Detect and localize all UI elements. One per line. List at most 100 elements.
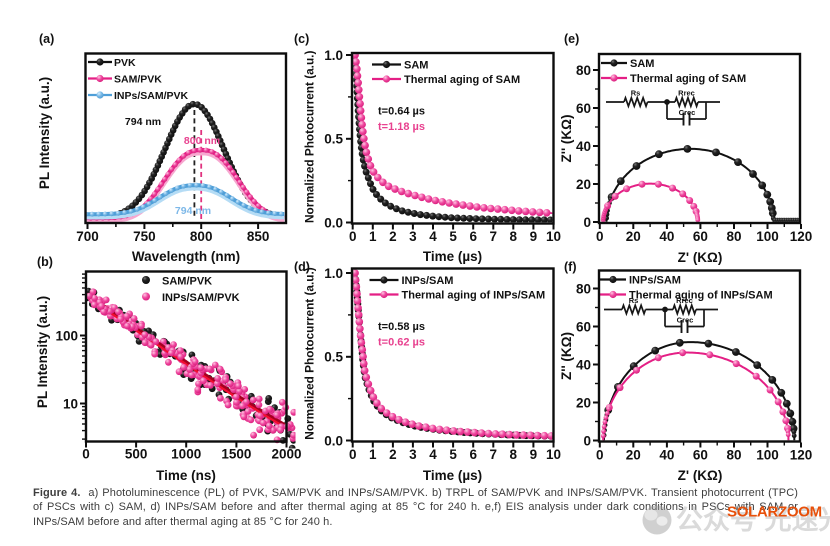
svg-text:1.0: 1.0	[324, 48, 343, 63]
svg-text:500: 500	[125, 447, 148, 462]
svg-text:750: 750	[133, 229, 156, 244]
svg-text:0: 0	[349, 447, 357, 462]
svg-text:60: 60	[576, 101, 591, 116]
svg-text:t=0.64 µs: t=0.64 µs	[378, 106, 425, 118]
svg-text:6: 6	[469, 229, 477, 244]
svg-text:0: 0	[583, 215, 591, 230]
svg-text:Time (µs): Time (µs)	[423, 249, 482, 264]
svg-text:Time (µs): Time (µs)	[423, 468, 482, 483]
svg-text:80: 80	[576, 281, 591, 296]
svg-text:20: 20	[576, 395, 591, 410]
svg-text:800 nm: 800 nm	[184, 135, 220, 147]
svg-text:850: 850	[247, 229, 270, 244]
svg-text:1000: 1000	[171, 447, 201, 462]
svg-text:0: 0	[349, 229, 357, 244]
svg-text:40: 40	[576, 139, 591, 154]
svg-text:0: 0	[596, 448, 604, 463]
svg-text:(b): (b)	[37, 255, 53, 269]
svg-text:10: 10	[63, 396, 78, 411]
svg-text:40: 40	[659, 229, 674, 244]
svg-text:(c): (c)	[294, 32, 309, 46]
svg-text:80: 80	[576, 63, 591, 78]
svg-text:Rrec: Rrec	[678, 89, 695, 98]
svg-text:10: 10	[546, 447, 561, 462]
svg-text:4: 4	[429, 447, 437, 462]
svg-text:(e): (e)	[564, 32, 579, 46]
svg-text:1: 1	[369, 447, 377, 462]
svg-text:公众号 光速光伏: 公众号 光速光伏	[676, 505, 830, 535]
svg-text:794 nm: 794 nm	[175, 205, 211, 217]
svg-text:5: 5	[449, 447, 457, 462]
svg-text:120: 120	[790, 229, 813, 244]
svg-text:PL Intensity (a.u.): PL Intensity (a.u.)	[37, 77, 52, 189]
svg-text:5: 5	[449, 229, 457, 244]
svg-text:9: 9	[530, 447, 538, 462]
svg-text:2: 2	[389, 447, 397, 462]
svg-text:800: 800	[190, 229, 213, 244]
svg-text:1500: 1500	[221, 447, 251, 462]
svg-text:7: 7	[490, 447, 498, 462]
svg-text:2000: 2000	[271, 447, 301, 462]
svg-text:60: 60	[693, 229, 708, 244]
svg-text:SAM/PVK: SAM/PVK	[114, 74, 162, 86]
svg-text:0.5: 0.5	[324, 350, 343, 365]
svg-text:INPs/SAM/PVK: INPs/SAM/PVK	[162, 292, 240, 304]
svg-text:700: 700	[76, 229, 99, 244]
svg-text:INPs/SAM: INPs/SAM	[402, 275, 454, 287]
svg-text:Thermal aging of INPs/SAM: Thermal aging of INPs/SAM	[629, 290, 773, 302]
svg-text:3: 3	[409, 229, 417, 244]
svg-text:Wavelength (nm): Wavelength (nm)	[132, 249, 240, 264]
svg-text:8: 8	[510, 447, 518, 462]
svg-text:40: 40	[659, 448, 674, 463]
svg-text:10: 10	[546, 229, 561, 244]
svg-text:Rrec: Rrec	[676, 296, 693, 305]
svg-text:8: 8	[510, 229, 518, 244]
svg-text:Z'' (KΩ): Z'' (KΩ)	[559, 332, 574, 380]
svg-text:t=1.18 µs: t=1.18 µs	[378, 121, 425, 133]
svg-text:PL Intensity (a.u.): PL Intensity (a.u.)	[35, 296, 50, 408]
svg-text:Thermal aging of SAM: Thermal aging of SAM	[404, 74, 520, 86]
svg-text:40: 40	[576, 357, 591, 372]
svg-text:1.0: 1.0	[324, 266, 343, 281]
svg-text:Z' (KΩ): Z' (KΩ)	[678, 250, 723, 265]
svg-text:Rs: Rs	[629, 296, 639, 305]
svg-text:4: 4	[429, 229, 437, 244]
svg-text:0: 0	[82, 447, 90, 462]
svg-text:Thermal aging of INPs/SAM: Thermal aging of INPs/SAM	[402, 290, 546, 302]
svg-text:6: 6	[469, 447, 477, 462]
svg-text:20: 20	[626, 448, 641, 463]
svg-text:80: 80	[726, 229, 741, 244]
svg-text:80: 80	[726, 448, 741, 463]
svg-text:(d): (d)	[294, 260, 310, 274]
svg-text:Crec: Crec	[679, 108, 696, 117]
svg-text:0.0: 0.0	[324, 215, 343, 230]
svg-text:794 nm: 794 nm	[125, 116, 161, 128]
svg-text:100: 100	[756, 229, 779, 244]
svg-text:SAM/PVK: SAM/PVK	[162, 276, 212, 288]
svg-text:0: 0	[596, 229, 604, 244]
svg-text:PVK: PVK	[114, 57, 136, 69]
svg-text:100: 100	[756, 448, 779, 463]
svg-text:SAM: SAM	[630, 58, 654, 70]
svg-text:120: 120	[790, 448, 813, 463]
svg-text:60: 60	[693, 448, 708, 463]
svg-text:Z'' (KΩ): Z'' (KΩ)	[559, 115, 574, 163]
svg-text:INPs/SAM/PVK: INPs/SAM/PVK	[114, 90, 189, 102]
svg-text:Z' (KΩ): Z' (KΩ)	[678, 468, 723, 483]
svg-text:(f): (f)	[564, 260, 577, 274]
svg-text:Thermal aging of SAM: Thermal aging of SAM	[630, 73, 746, 85]
svg-text:Crec: Crec	[677, 316, 694, 325]
svg-text:(a): (a)	[39, 32, 54, 46]
svg-text:100: 100	[55, 328, 78, 343]
svg-text:1: 1	[369, 229, 377, 244]
svg-text:Normalized Photocurrent (a.u.): Normalized Photocurrent (a.u.)	[303, 267, 317, 439]
svg-text:0.0: 0.0	[324, 433, 343, 448]
svg-text:SOLARZOOM: SOLARZOOM	[727, 504, 822, 521]
svg-text:t=0.58 µs: t=0.58 µs	[378, 321, 425, 333]
svg-text:Normalized Photocurrent (a.u.): Normalized Photocurrent (a.u.)	[303, 51, 317, 223]
svg-text:20: 20	[626, 229, 641, 244]
svg-text:9: 9	[530, 229, 538, 244]
svg-text:Time (ns): Time (ns)	[156, 468, 216, 483]
svg-text:INPs/SAM: INPs/SAM	[629, 275, 681, 287]
svg-text:0.5: 0.5	[324, 132, 343, 147]
